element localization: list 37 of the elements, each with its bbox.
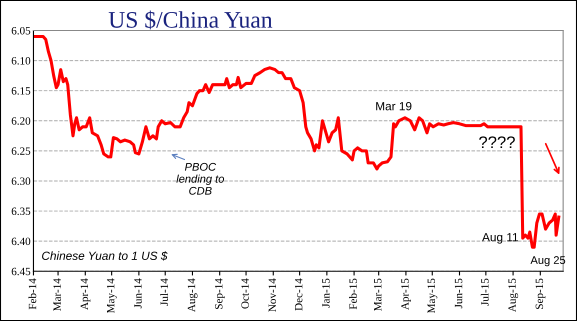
x-tick-label: Sep-15 <box>536 278 546 309</box>
x-tick-label: Jul-15 <box>480 278 489 306</box>
x-tick-label: Jan-15 <box>322 278 330 308</box>
y-tick-label: 6.40 <box>12 238 30 246</box>
line-series <box>33 34 560 249</box>
x-tick-label: Apr-15 <box>401 278 411 310</box>
y-tick-label: 6.10 <box>12 57 30 65</box>
annotation: Aug 11 <box>482 233 518 244</box>
x-tick-label: Mar-14 <box>53 278 61 311</box>
x-tick-label: Jun-15 <box>454 278 462 308</box>
annotation: Mar 19 <box>376 102 412 110</box>
annotation: Chinese Yuan to 1 US $ <box>42 251 168 261</box>
x-tick-label: Feb-14 <box>28 278 36 310</box>
x-tick-label: May-14 <box>106 278 117 314</box>
y-tick-label: 6.35 <box>12 208 30 216</box>
annotation: PBOC lending to CDB <box>176 162 224 195</box>
y-tick-label: 6.45 <box>12 268 30 276</box>
x-tick-label: May-15 <box>428 278 438 314</box>
y-tick-label: 6.05 <box>12 26 30 35</box>
x-tick-label: Dec-14 <box>294 278 302 311</box>
annotation: ???? <box>479 136 515 148</box>
x-tick-label: Jul-14 <box>160 278 168 306</box>
x-tick-label: Nov-14 <box>268 278 276 312</box>
y-tick-label: 6.20 <box>12 117 30 125</box>
x-tick-label: Jun-14 <box>134 278 142 308</box>
y-tick-label: 6.30 <box>12 177 30 185</box>
x-tick-label: Aug-14 <box>188 278 198 312</box>
annotation: Aug 25 <box>530 256 566 266</box>
x-tick-label: Sep-14 <box>215 278 225 309</box>
x-tick-label: Oct-14 <box>241 278 249 309</box>
x-tick-label: Mar-15 <box>374 278 382 311</box>
x-tick-label: Feb-15 <box>349 278 357 310</box>
chart-title: US $/China Yuan <box>108 10 272 30</box>
x-tick-label: Aug-15 <box>508 278 518 312</box>
x-tick-label: Apr-14 <box>80 278 90 310</box>
y-tick-label: 6.15 <box>12 87 30 95</box>
y-tick-label: 6.25 <box>12 147 30 155</box>
